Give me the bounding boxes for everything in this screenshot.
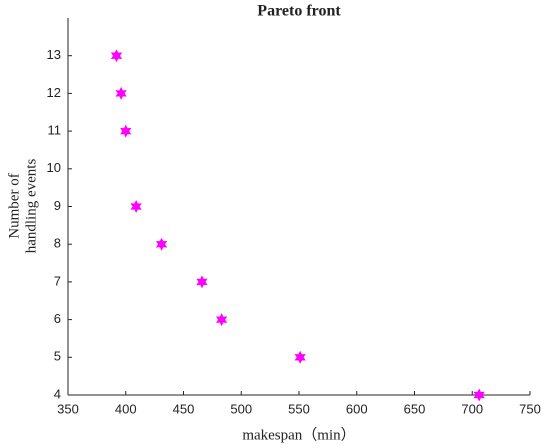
- x-tick-label: 550: [288, 401, 310, 416]
- x-axis-label: makespan（min）: [242, 426, 355, 443]
- x-tick-label: 450: [173, 401, 195, 416]
- point: [110, 49, 123, 63]
- y-tick-label: 7: [54, 273, 61, 288]
- x-tick-label: 750: [519, 401, 541, 416]
- y-tick-label: 11: [48, 123, 62, 138]
- y-tick-label: 9: [54, 198, 61, 213]
- y-tick-label: 8: [54, 236, 61, 251]
- point: [120, 124, 132, 138]
- point: [294, 350, 306, 364]
- point: [473, 388, 485, 402]
- point: [155, 237, 168, 251]
- x-tick-label: 600: [346, 401, 368, 416]
- y-tick-label: 12: [47, 85, 61, 100]
- y-axis-label-line: handling events: [23, 159, 39, 254]
- x-tick-label: 400: [115, 401, 137, 416]
- y-tick-label: 6: [54, 311, 61, 326]
- point: [215, 313, 228, 327]
- y-axis-label: Number of handling events: [6, 159, 39, 254]
- x-tick-label: 500: [230, 401, 252, 416]
- chart-title: Pareto front: [257, 3, 341, 20]
- x-tick-label: 700: [461, 401, 483, 416]
- point: [196, 275, 208, 289]
- x-tick-label: 650: [404, 401, 426, 416]
- point: [130, 200, 142, 213]
- y-tick-label: 13: [47, 47, 61, 62]
- x-tick-label: 350: [57, 401, 79, 416]
- point: [115, 86, 127, 100]
- y-tick-label: 4: [54, 386, 61, 401]
- y-tick-label: 10: [47, 160, 61, 175]
- y-tick-label: 5: [54, 349, 61, 364]
- y-axis-label-line: Number of: [6, 173, 22, 238]
